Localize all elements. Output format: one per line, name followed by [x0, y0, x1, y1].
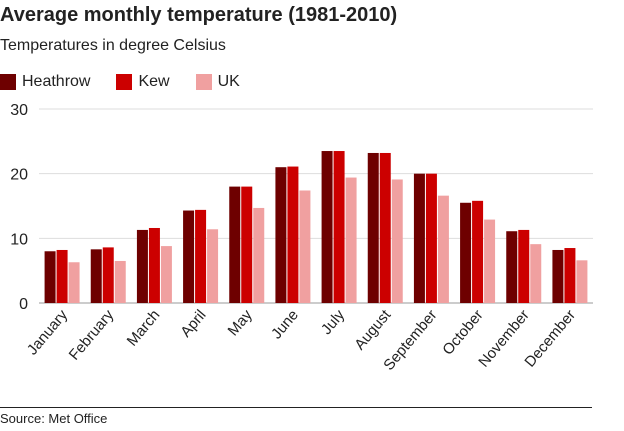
bar-heathrow-april [183, 210, 195, 303]
bar-heathrow-november [506, 231, 518, 303]
x-tick-label: October [439, 307, 486, 359]
legend-swatch-uk [195, 74, 212, 90]
legend-swatch-heathrow [0, 74, 16, 90]
bar-heathrow-august [367, 152, 379, 303]
x-tick-label: May [225, 306, 257, 339]
bar-kew-may [241, 186, 253, 303]
chart-title: Average monthly temperature (1981-2010) [0, 4, 398, 26]
legend-label-kew: Kew [138, 73, 170, 90]
bar-uk-september [437, 195, 449, 303]
bar-uk-june [299, 190, 311, 303]
x-tick-label: April [177, 307, 209, 341]
legend: Heathrow Kew UK [0, 72, 266, 92]
legend-item-heathrow: Heathrow [0, 73, 90, 91]
bar-kew-april [195, 209, 207, 303]
source-note: Source: Met Office [0, 411, 108, 426]
legend-label-uk: UK [217, 73, 240, 90]
legend-swatch-kew [116, 74, 133, 90]
bar-heathrow-july [321, 151, 333, 303]
bar-uk-january [68, 262, 80, 303]
y-tick-label: 10 [10, 231, 28, 248]
chart-subtitle: Temperatures in degree Celsius [0, 37, 226, 54]
legend-item-kew: Kew [116, 73, 170, 91]
bar-heathrow-may [229, 186, 241, 303]
bar-kew-november [518, 229, 530, 303]
legend-item-uk: UK [195, 73, 240, 91]
bar-heathrow-september [413, 173, 425, 303]
bar-heathrow-june [275, 167, 287, 303]
bar-uk-february [114, 260, 126, 303]
x-tick-label: August [351, 306, 395, 353]
bar-uk-august [391, 179, 403, 303]
y-tick-label: 0 [19, 296, 28, 313]
bar-heathrow-march [136, 229, 148, 303]
bar-kew-december [564, 248, 576, 303]
bar-heathrow-october [460, 202, 472, 303]
bar-uk-april [207, 229, 219, 303]
bar-uk-july [345, 177, 357, 303]
y-tick-label: 30 [10, 102, 28, 119]
y-tick-label: 20 [10, 167, 28, 184]
bar-heathrow-february [90, 249, 102, 303]
x-tick-label: January [24, 306, 72, 358]
bar-uk-march [160, 246, 172, 303]
bar-heathrow-december [552, 249, 564, 303]
x-tick-label: July [318, 306, 348, 338]
bar-kew-june [287, 166, 299, 303]
bar-kew-march [148, 227, 160, 303]
x-tick-label: June [268, 307, 302, 343]
x-tick-label: March [124, 307, 164, 350]
x-tick-label: February [66, 306, 118, 363]
bar-kew-january [56, 249, 68, 303]
bar-uk-october [484, 219, 496, 303]
source-divider [0, 407, 592, 408]
bar-uk-december [576, 260, 588, 303]
bar-uk-november [530, 244, 542, 303]
bar-heathrow-january [44, 251, 56, 303]
legend-label-heathrow: Heathrow [22, 73, 91, 90]
bar-kew-october [472, 200, 484, 303]
bar-kew-february [102, 247, 114, 303]
bar-uk-may [253, 207, 265, 303]
bar-kew-september [425, 173, 437, 303]
bar-kew-july [333, 151, 345, 303]
bar-kew-august [379, 152, 391, 303]
